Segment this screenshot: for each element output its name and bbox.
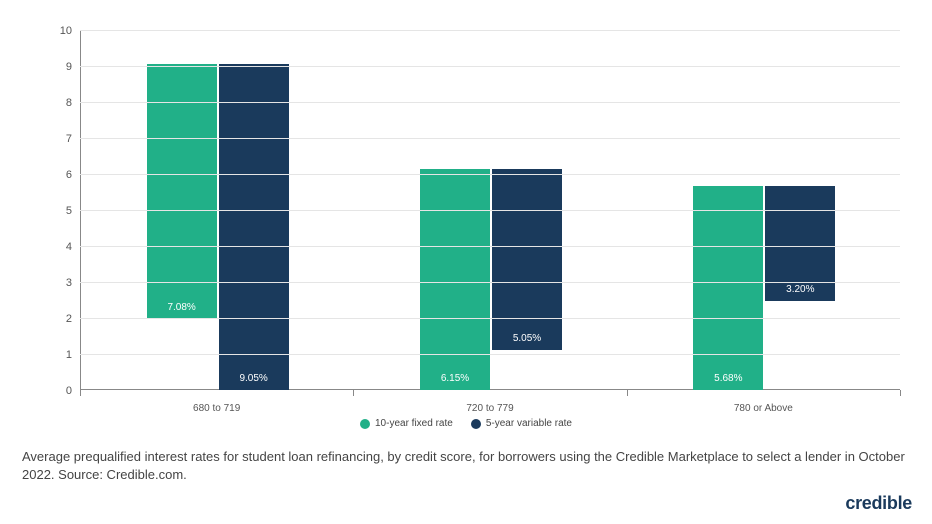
brand-logo: credible xyxy=(845,493,912,514)
bar-value-label: 5.05% xyxy=(492,333,562,350)
y-tick-label: 10 xyxy=(60,25,80,37)
y-tick: 0 xyxy=(50,390,80,391)
y-tick-label: 9 xyxy=(66,61,80,73)
caption: Average prequalified interest rates for … xyxy=(22,448,910,484)
y-axis: 0 1 2 3 4 5 6 7 8 9 10 xyxy=(50,30,80,390)
gridline xyxy=(80,282,900,283)
x-tick-label: 720 to 779 xyxy=(466,403,513,414)
y-tick: 3 xyxy=(50,282,80,283)
x-tick-mark xyxy=(627,390,628,396)
legend: 10-year fixed rate 5-year variable rate xyxy=(0,418,932,429)
gridline xyxy=(80,354,900,355)
bar: 5.05% xyxy=(492,169,562,351)
legend-label: 5-year variable rate xyxy=(486,418,572,429)
bar-value-label: 3.20% xyxy=(765,284,835,301)
y-tick: 10 xyxy=(50,30,80,31)
y-tick: 2 xyxy=(50,318,80,319)
y-tick: 1 xyxy=(50,354,80,355)
legend-item: 10-year fixed rate xyxy=(360,418,453,429)
legend-label: 10-year fixed rate xyxy=(375,418,453,429)
gridline xyxy=(80,102,900,103)
bar-value-label: 7.08% xyxy=(147,302,217,319)
y-tick-label: 5 xyxy=(66,205,80,217)
bar-group: 6.15% 5.05% xyxy=(420,169,562,390)
gridline xyxy=(80,30,900,31)
gridline xyxy=(80,138,900,139)
bar-group: 5.68% 3.20% xyxy=(693,186,835,390)
y-tick: 9 xyxy=(50,66,80,67)
x-tick-label: 680 to 719 xyxy=(193,403,240,414)
gridline xyxy=(80,318,900,319)
y-tick-label: 6 xyxy=(66,169,80,181)
bar: 5.68% xyxy=(693,186,763,390)
legend-swatch xyxy=(360,419,370,429)
bar-value-label: 5.68% xyxy=(693,373,763,390)
legend-item: 5-year variable rate xyxy=(471,418,572,429)
y-tick-label: 8 xyxy=(66,97,80,109)
bar-value-label: 9.05% xyxy=(219,373,289,390)
bar: 6.15% xyxy=(420,169,490,390)
bar-group: 7.08% 9.05% xyxy=(147,64,289,390)
y-tick: 6 xyxy=(50,174,80,175)
y-tick-label: 2 xyxy=(66,313,80,325)
y-tick-label: 0 xyxy=(66,385,80,397)
y-tick-label: 3 xyxy=(66,277,80,289)
chart-container: 012345678910 7.08%9.05%680 to 7196.15%5.… xyxy=(50,30,900,390)
y-tick-label: 7 xyxy=(66,133,80,145)
x-tick-mark xyxy=(80,390,81,396)
x-tick-mark xyxy=(353,390,354,396)
bar-value-label: 6.15% xyxy=(420,373,490,390)
bar: 3.20% xyxy=(765,186,835,301)
gridline xyxy=(80,246,900,247)
y-tick: 5 xyxy=(50,210,80,211)
y-tick-label: 4 xyxy=(66,241,80,253)
y-tick: 4 xyxy=(50,246,80,247)
gridline xyxy=(80,174,900,175)
y-tick: 8 xyxy=(50,102,80,103)
gridline xyxy=(80,66,900,67)
x-tick-label: 780 or Above xyxy=(734,403,793,414)
legend-swatch xyxy=(471,419,481,429)
y-tick: 7 xyxy=(50,138,80,139)
gridline xyxy=(80,210,900,211)
y-tick-label: 1 xyxy=(66,349,80,361)
x-tick-mark xyxy=(900,390,901,396)
bar: 9.05% xyxy=(219,64,289,390)
